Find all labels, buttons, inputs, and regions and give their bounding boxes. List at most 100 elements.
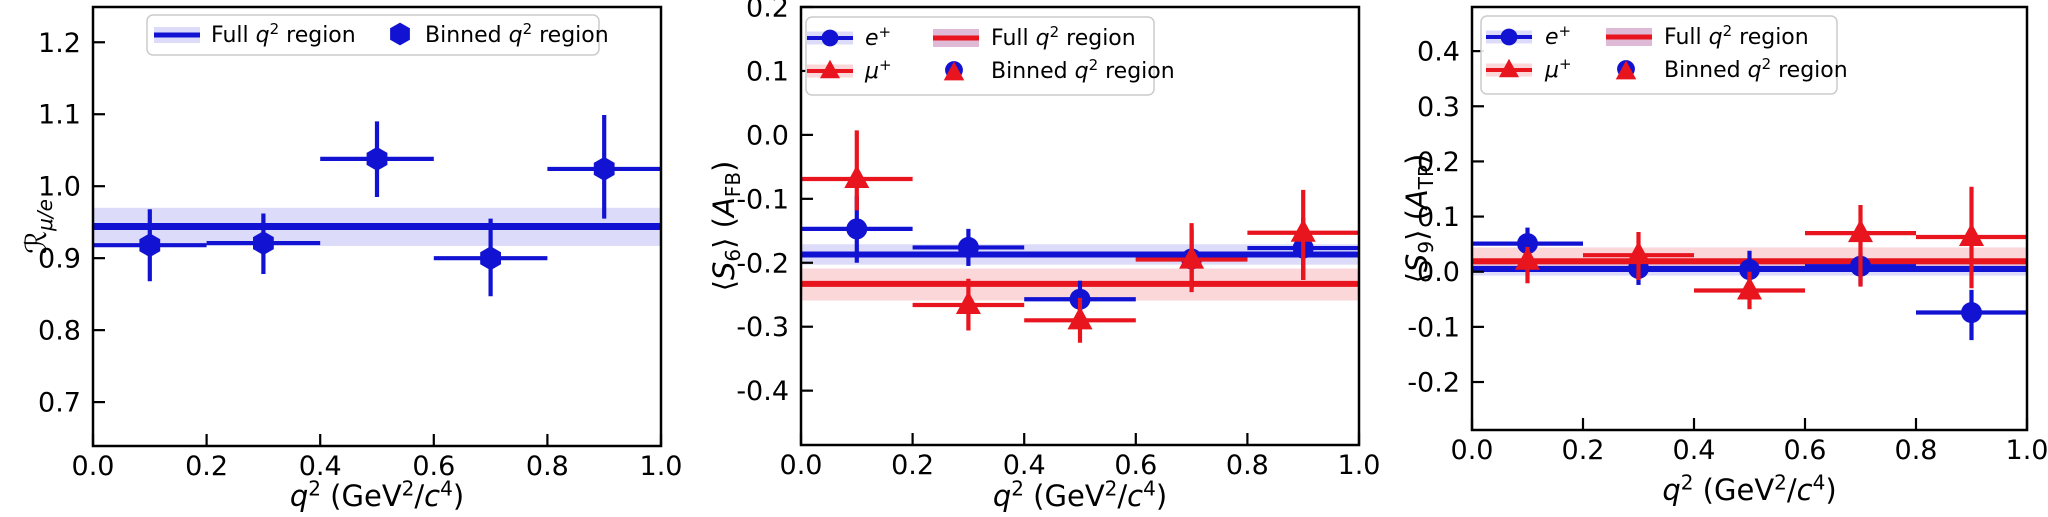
legend-frame xyxy=(1480,15,1838,95)
legend-line xyxy=(933,35,979,41)
y-axis: -0.4 -0.3 -0.2 -0.1 0.0 0.1 0.2 xyxy=(736,0,813,407)
plot-border xyxy=(1470,5,2029,432)
data-point-marker xyxy=(1737,276,1762,300)
x-tick-label: 0.6 xyxy=(412,451,455,482)
plot-border xyxy=(91,5,663,448)
x-tick-label: 1.0 xyxy=(2006,435,2048,466)
legend: e+ Full q2 region μ+ Binned q2 region xyxy=(805,16,1175,96)
legend-circle-marker xyxy=(1500,28,1518,46)
series-e+ xyxy=(1472,227,2027,341)
y-axis-title: ℛμ/e xyxy=(19,199,57,254)
legend: e+ Full q2 region μ+ Binned q2 region xyxy=(1480,15,1848,95)
x-tick-label: 0.6 xyxy=(1114,450,1157,481)
y-axis: -0.2 -0.1 0.0 0.1 0.2 0.3 0.4 xyxy=(1407,37,1484,399)
legend-item-label: Full q2 region xyxy=(991,23,1136,51)
x-tick-label: 1.0 xyxy=(640,451,683,482)
legend-item: Full q2 region xyxy=(933,23,1136,51)
data-point-marker xyxy=(1961,302,1982,324)
y-tick-label: -0.3 xyxy=(736,312,789,343)
y-tick-label: 0.2 xyxy=(746,0,789,24)
legend-circle-marker xyxy=(821,29,839,47)
data-point-marker xyxy=(366,146,388,171)
series-mu+ xyxy=(1472,186,2027,310)
x-tick-label: 0.8 xyxy=(1895,435,1938,466)
x-tick-label: 0.4 xyxy=(299,451,342,482)
y-axis-title: ⟨S6⟩ (AFB) xyxy=(707,161,745,292)
y-tick-label: 0.4 xyxy=(1417,37,1460,68)
panel-R_mu_over_e_vs_q2: 0.0 0.2 0.4 0.6 0.8 1.0 0.7 0.8 0.9 1.0 1.1 1.2 q2 (… xyxy=(19,5,683,513)
y-tick-label: 0.9 xyxy=(38,244,81,275)
x-tick-label: 0.0 xyxy=(780,450,823,481)
y-tick-label: 0.0 xyxy=(1417,257,1460,288)
legend-item: μ+ xyxy=(1486,55,1572,83)
y-tick-label: -0.2 xyxy=(736,248,789,279)
x-tick-label: 0.2 xyxy=(1562,435,1605,466)
y-tick-label: 0.8 xyxy=(38,316,81,347)
y-tick-label: 0.7 xyxy=(38,388,81,419)
data-point-marker xyxy=(1626,241,1651,265)
legend-triangle-marker xyxy=(820,59,840,79)
x-tick-label: 0.2 xyxy=(891,450,934,481)
legend-item: Binned q2 region xyxy=(943,56,1175,84)
x-axis: 0.0 0.2 0.4 0.6 0.8 1.0 xyxy=(1451,418,2048,466)
y-tick-label: 0.1 xyxy=(746,56,789,87)
legend-frame xyxy=(146,14,600,56)
x-tick-label: 0.0 xyxy=(1451,435,1494,466)
legend-line xyxy=(154,32,200,38)
data-point-marker xyxy=(957,236,979,258)
x-axis-title: q2 (GeV2/c4) xyxy=(1662,471,1836,507)
y-axis-title: ⟨S9⟩ (ATP) xyxy=(1400,154,1438,284)
x-tick-label: 0.8 xyxy=(1226,450,1269,481)
y-tick-label: -0.2 xyxy=(1407,368,1460,399)
x-tick-label: 0.4 xyxy=(1673,435,1716,466)
x-tick-label: 0.2 xyxy=(185,451,228,482)
series-Binned q2 region xyxy=(93,114,661,297)
full-q2-region xyxy=(93,207,661,246)
data-point-marker xyxy=(1959,222,1984,246)
legend-item-label: μ+ xyxy=(864,56,892,84)
y-tick-label: 0.1 xyxy=(1417,202,1460,233)
legend-item-label: Full q2 region xyxy=(1664,22,1809,50)
y-tick-label: 0.0 xyxy=(746,120,789,151)
y-axis: 0.7 0.8 0.9 1.0 1.1 1.2 xyxy=(38,28,105,419)
legend-item-label: e+ xyxy=(865,23,891,51)
data-point-marker xyxy=(1515,246,1540,270)
x-tick-label: 0.4 xyxy=(1003,450,1046,481)
data-point-marker xyxy=(1739,259,1760,281)
data-point-marker xyxy=(480,246,501,271)
legend-item: Binned q2 region xyxy=(1615,55,1848,83)
legend-item: Full q2 region xyxy=(1606,22,1809,50)
legend-hexagon-marker xyxy=(390,22,410,46)
x-axis: 0.0 0.2 0.4 0.6 0.8 1.0 xyxy=(780,433,1380,481)
y-tick-label: 0.2 xyxy=(1417,147,1460,178)
y-tick-label: -0.1 xyxy=(1407,312,1460,343)
data-point-marker xyxy=(1067,306,1093,330)
x-axis: 0.0 0.2 0.4 0.6 0.8 1.0 xyxy=(72,434,683,482)
legend-item-label: μ+ xyxy=(1544,55,1572,83)
legend-triangle-marker xyxy=(943,61,965,81)
legend-frame xyxy=(805,16,1155,96)
panel-S9_ATP_vs_q2: 0.0 0.2 0.4 0.6 0.8 1.0 -0.2 -0.1 0.0 0.1 0.2 0.3 0.… xyxy=(1400,5,2048,507)
legend-triangle-marker xyxy=(1615,60,1637,80)
legend-item: e+ xyxy=(807,23,891,51)
data-point-marker xyxy=(1290,218,1316,242)
data-point-marker xyxy=(1179,245,1205,269)
legend-item-label: Binned q2 region xyxy=(425,20,609,48)
y-tick-label: 1.1 xyxy=(38,100,81,131)
data-point-marker xyxy=(253,231,274,256)
series-mu+ xyxy=(801,130,1359,343)
x-axis-title: q2 (GeV2/c4) xyxy=(290,477,464,513)
y-tick-label: -0.1 xyxy=(736,184,789,215)
legend-triangle-marker xyxy=(1499,58,1519,78)
y-tick-label: 1.0 xyxy=(38,172,81,203)
x-axis-title: q2 (GeV2/c4) xyxy=(993,477,1167,513)
data-point-marker xyxy=(593,156,615,181)
plot-border xyxy=(799,5,1361,447)
legend-item: e+ xyxy=(1486,22,1571,50)
panel-S6_AFB_vs_q2: 0.0 0.2 0.4 0.6 0.8 1.0 -0.4 -0.3 -0.2 -0.1 0.0 0.1… xyxy=(707,0,1380,513)
legend-line xyxy=(1606,34,1652,40)
data-point-marker xyxy=(1517,233,1538,255)
data-point-marker xyxy=(846,218,868,240)
legend-item-label: Binned q2 region xyxy=(1664,55,1848,83)
